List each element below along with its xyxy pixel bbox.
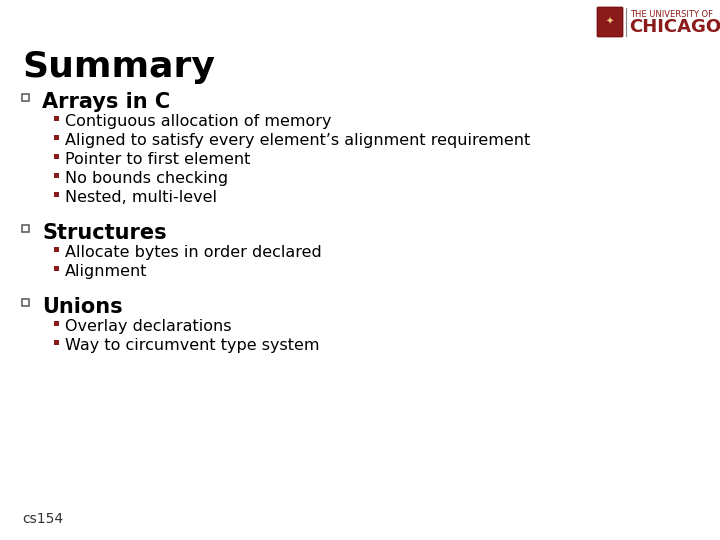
Text: cs154: cs154 xyxy=(22,512,63,526)
Text: No bounds checking: No bounds checking xyxy=(65,171,228,186)
Text: Nested, multi-level: Nested, multi-level xyxy=(65,190,217,205)
Bar xyxy=(54,321,59,326)
Text: CHICAGO: CHICAGO xyxy=(629,18,720,36)
Bar xyxy=(22,94,29,101)
Text: Alignment: Alignment xyxy=(65,264,148,279)
FancyBboxPatch shape xyxy=(597,7,623,37)
Text: ✦: ✦ xyxy=(606,17,614,27)
Text: Contiguous allocation of memory: Contiguous allocation of memory xyxy=(65,114,331,129)
Text: Overlay declarations: Overlay declarations xyxy=(65,319,232,334)
Text: Unions: Unions xyxy=(42,297,122,317)
Text: Allocate bytes in order declared: Allocate bytes in order declared xyxy=(65,245,322,260)
Bar xyxy=(54,266,59,271)
Bar xyxy=(54,247,59,252)
Text: Arrays in C: Arrays in C xyxy=(42,92,170,112)
Bar xyxy=(54,172,59,178)
Bar xyxy=(22,225,29,232)
Text: Pointer to first element: Pointer to first element xyxy=(65,152,251,167)
Bar xyxy=(54,340,59,345)
Text: Way to circumvent type system: Way to circumvent type system xyxy=(65,338,320,353)
Bar xyxy=(54,192,59,197)
Text: THE UNIVERSITY OF: THE UNIVERSITY OF xyxy=(630,10,713,19)
Bar xyxy=(54,116,59,120)
Text: Aligned to satisfy every element’s alignment requirement: Aligned to satisfy every element’s align… xyxy=(65,133,530,148)
Bar xyxy=(54,134,59,139)
Bar xyxy=(54,153,59,159)
Text: Summary: Summary xyxy=(22,50,215,84)
Text: Structures: Structures xyxy=(42,223,166,243)
Bar xyxy=(22,299,29,306)
